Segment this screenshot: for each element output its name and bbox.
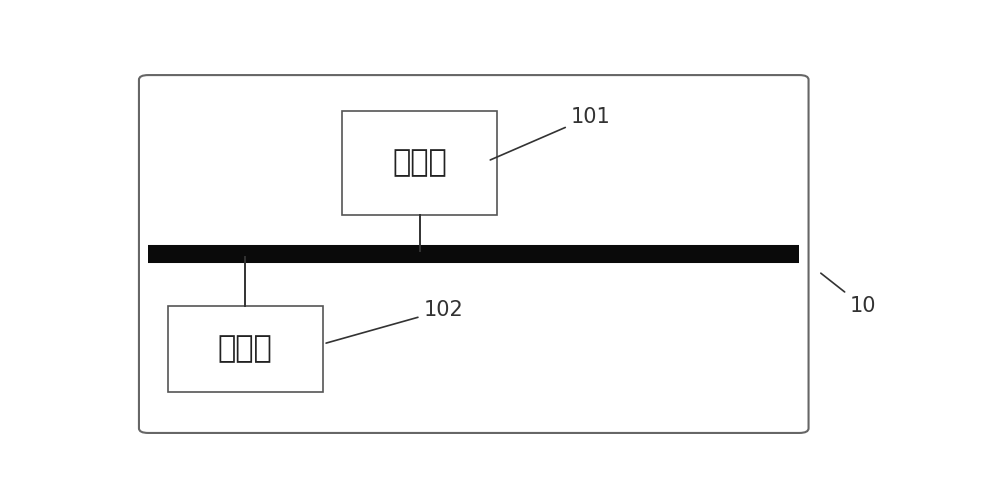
Text: 101: 101	[490, 107, 610, 160]
FancyBboxPatch shape	[342, 111, 497, 215]
Text: 102: 102	[326, 300, 463, 343]
Text: 处理器: 处理器	[392, 148, 447, 178]
Text: 10: 10	[821, 273, 876, 316]
FancyBboxPatch shape	[168, 306, 323, 391]
FancyBboxPatch shape	[139, 75, 809, 433]
Text: 存储器: 存储器	[218, 334, 272, 363]
